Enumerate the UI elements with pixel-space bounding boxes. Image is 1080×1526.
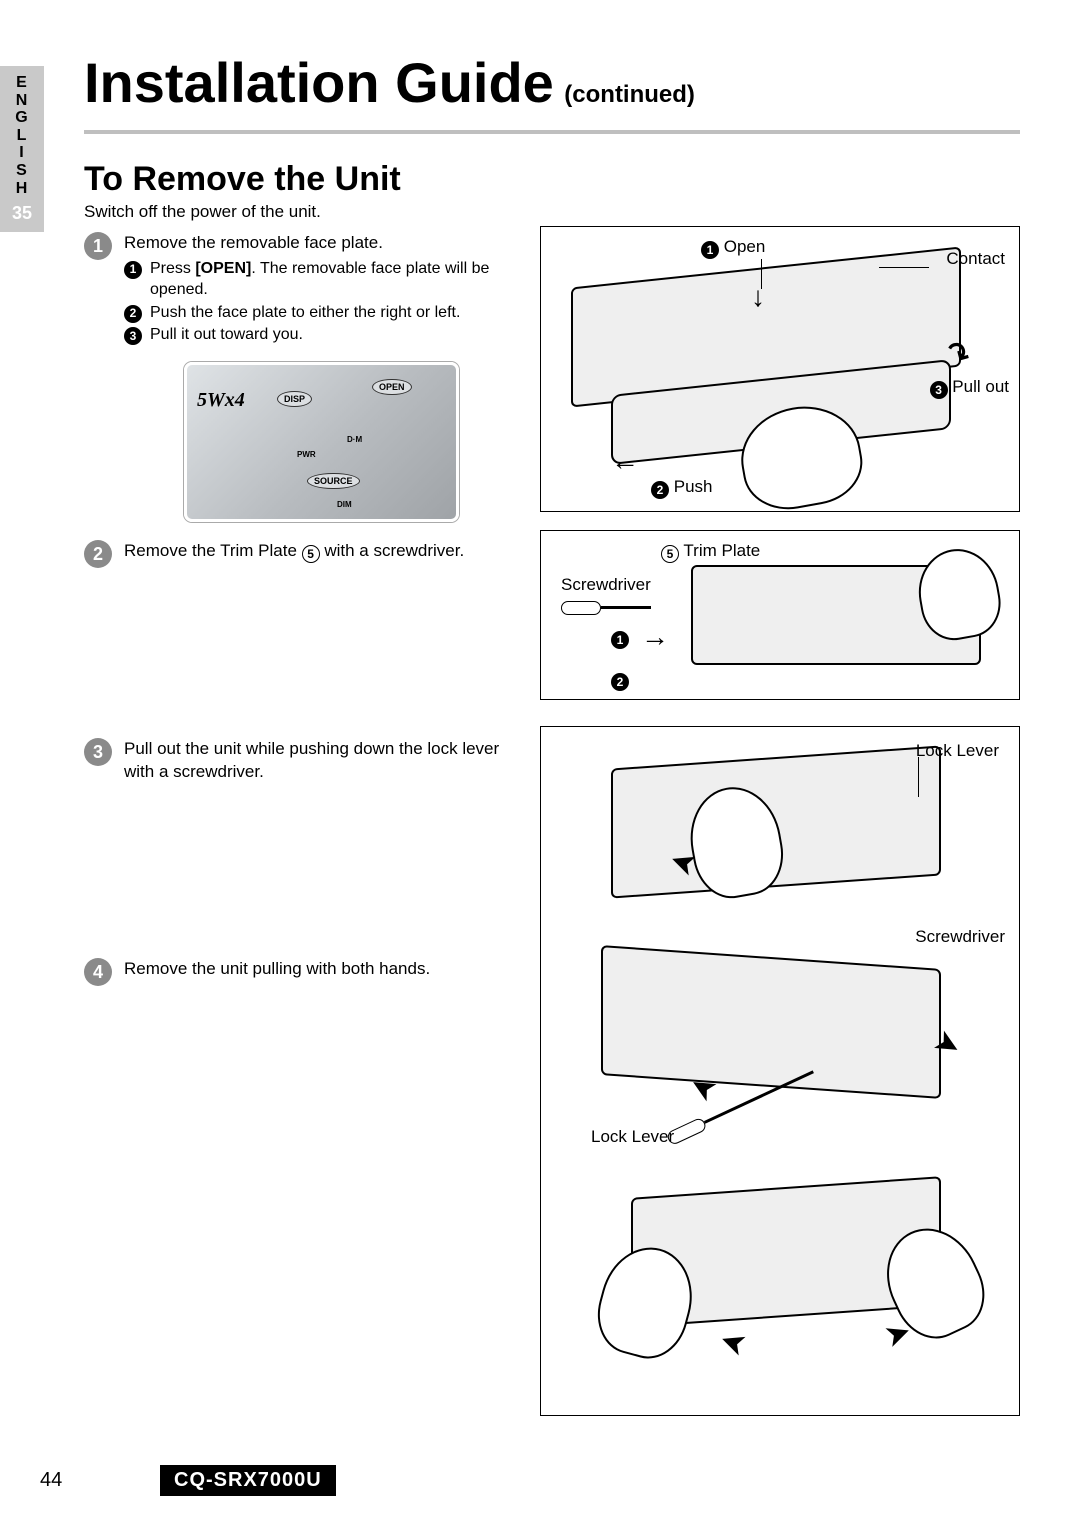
fig2-b2: 2 xyxy=(611,669,629,689)
step-2: 2 Remove the Trim Plate 5 with a screwdr… xyxy=(84,540,524,568)
figure-1: 1 Open ↓ Contact 3 Pull out ↷ 2 Push ← xyxy=(540,226,1020,512)
fig2-screwdriver-label: Screwdriver xyxy=(561,575,651,595)
bullet-2: 2 xyxy=(124,305,142,323)
language-letters: E N G L I S H xyxy=(0,74,44,197)
bullet-3: 3 xyxy=(124,327,142,345)
fig1-pullout: 3 Pull out xyxy=(930,377,1009,397)
section-intro: Switch off the power of the unit. xyxy=(84,202,321,222)
step-3-text: Pull out the unit while pushing down the… xyxy=(124,738,524,784)
title-rule xyxy=(84,130,1020,134)
step-4-text: Remove the unit pulling with both hands. xyxy=(124,958,430,986)
step-2-text-pre: Remove the Trim Plate xyxy=(124,541,302,560)
pwr-label: PWR xyxy=(297,450,316,461)
page-title: Installation Guide xyxy=(84,51,554,114)
step-number-1: 1 xyxy=(84,232,112,260)
step-2-text-post: with a screwdriver. xyxy=(320,541,465,560)
model-number: CQ-SRX7000U xyxy=(160,1465,336,1496)
page-title-wrap: Installation Guide (continued) xyxy=(84,50,695,115)
fig1-push: 2 Push xyxy=(651,477,712,497)
step-4: 4 Remove the unit pulling with both hand… xyxy=(84,958,524,986)
dm-label: D·M xyxy=(347,435,362,446)
arrow-diag-icon: ➤ xyxy=(716,1324,749,1363)
disp-button: DISP xyxy=(277,391,312,407)
step-1-sublist: 1 Press [OPEN]. The removable face plate… xyxy=(124,259,524,346)
substep-3: 3 Pull it out toward you. xyxy=(124,325,524,346)
section-heading: To Remove the Unit xyxy=(84,160,401,199)
substep-1: 1 Press [OPEN]. The removable face plate… xyxy=(124,259,524,301)
step-number-4: 4 xyxy=(84,958,112,986)
source-button: SOURCE xyxy=(307,473,360,489)
bullet-1: 1 xyxy=(124,261,142,279)
figure-2: 5 Trim Plate Screwdriver 1 → 2 xyxy=(540,530,1020,700)
open-button: OPEN xyxy=(372,379,412,395)
fig3-locklever-top: Lock Lever xyxy=(916,741,999,761)
substep-2: 2 Push the face plate to either the righ… xyxy=(124,303,524,324)
screwdriver-icon xyxy=(561,599,651,617)
fig1-contact: Contact xyxy=(946,249,1005,269)
fig3-screwdriver-label: Screwdriver xyxy=(915,927,1005,947)
language-tab: E N G L I S H 35 xyxy=(0,66,44,232)
arrow-left-icon: ← xyxy=(611,445,639,477)
fig2-b1: 1 xyxy=(611,627,629,647)
step-number-3: 3 xyxy=(84,738,112,766)
page-title-continued: (continued) xyxy=(564,81,695,108)
step-number-2: 2 xyxy=(84,540,112,568)
fig1-open: 1 Open xyxy=(701,237,765,257)
step-1: 1 Remove the removable face plate. 1 Pre… xyxy=(84,232,524,522)
fig3-locklever-bottom: Lock Lever xyxy=(591,1127,674,1147)
fig2-trim: 5 Trim Plate xyxy=(661,541,760,561)
arrow-right-icon: → xyxy=(641,621,669,653)
faceplate-photo: 5Wx4 DISP OPEN SOURCE D·M PWR DIM xyxy=(184,362,459,522)
sidebar-page-ref: 35 xyxy=(0,203,44,224)
step-3: 3 Pull out the unit while pushing down t… xyxy=(84,738,524,784)
step-1-text: Remove the removable face plate. xyxy=(124,232,524,255)
arrow-down-icon: ↓ xyxy=(751,281,765,313)
page-number: 44 xyxy=(40,1469,62,1492)
figure-3: Lock Lever ➤ Screwdriver ➤ ➤ Lock Lever … xyxy=(540,726,1020,1416)
label-5wx4: 5Wx4 xyxy=(197,387,245,414)
dim-label: DIM xyxy=(337,500,352,511)
ring-5: 5 xyxy=(302,545,320,563)
